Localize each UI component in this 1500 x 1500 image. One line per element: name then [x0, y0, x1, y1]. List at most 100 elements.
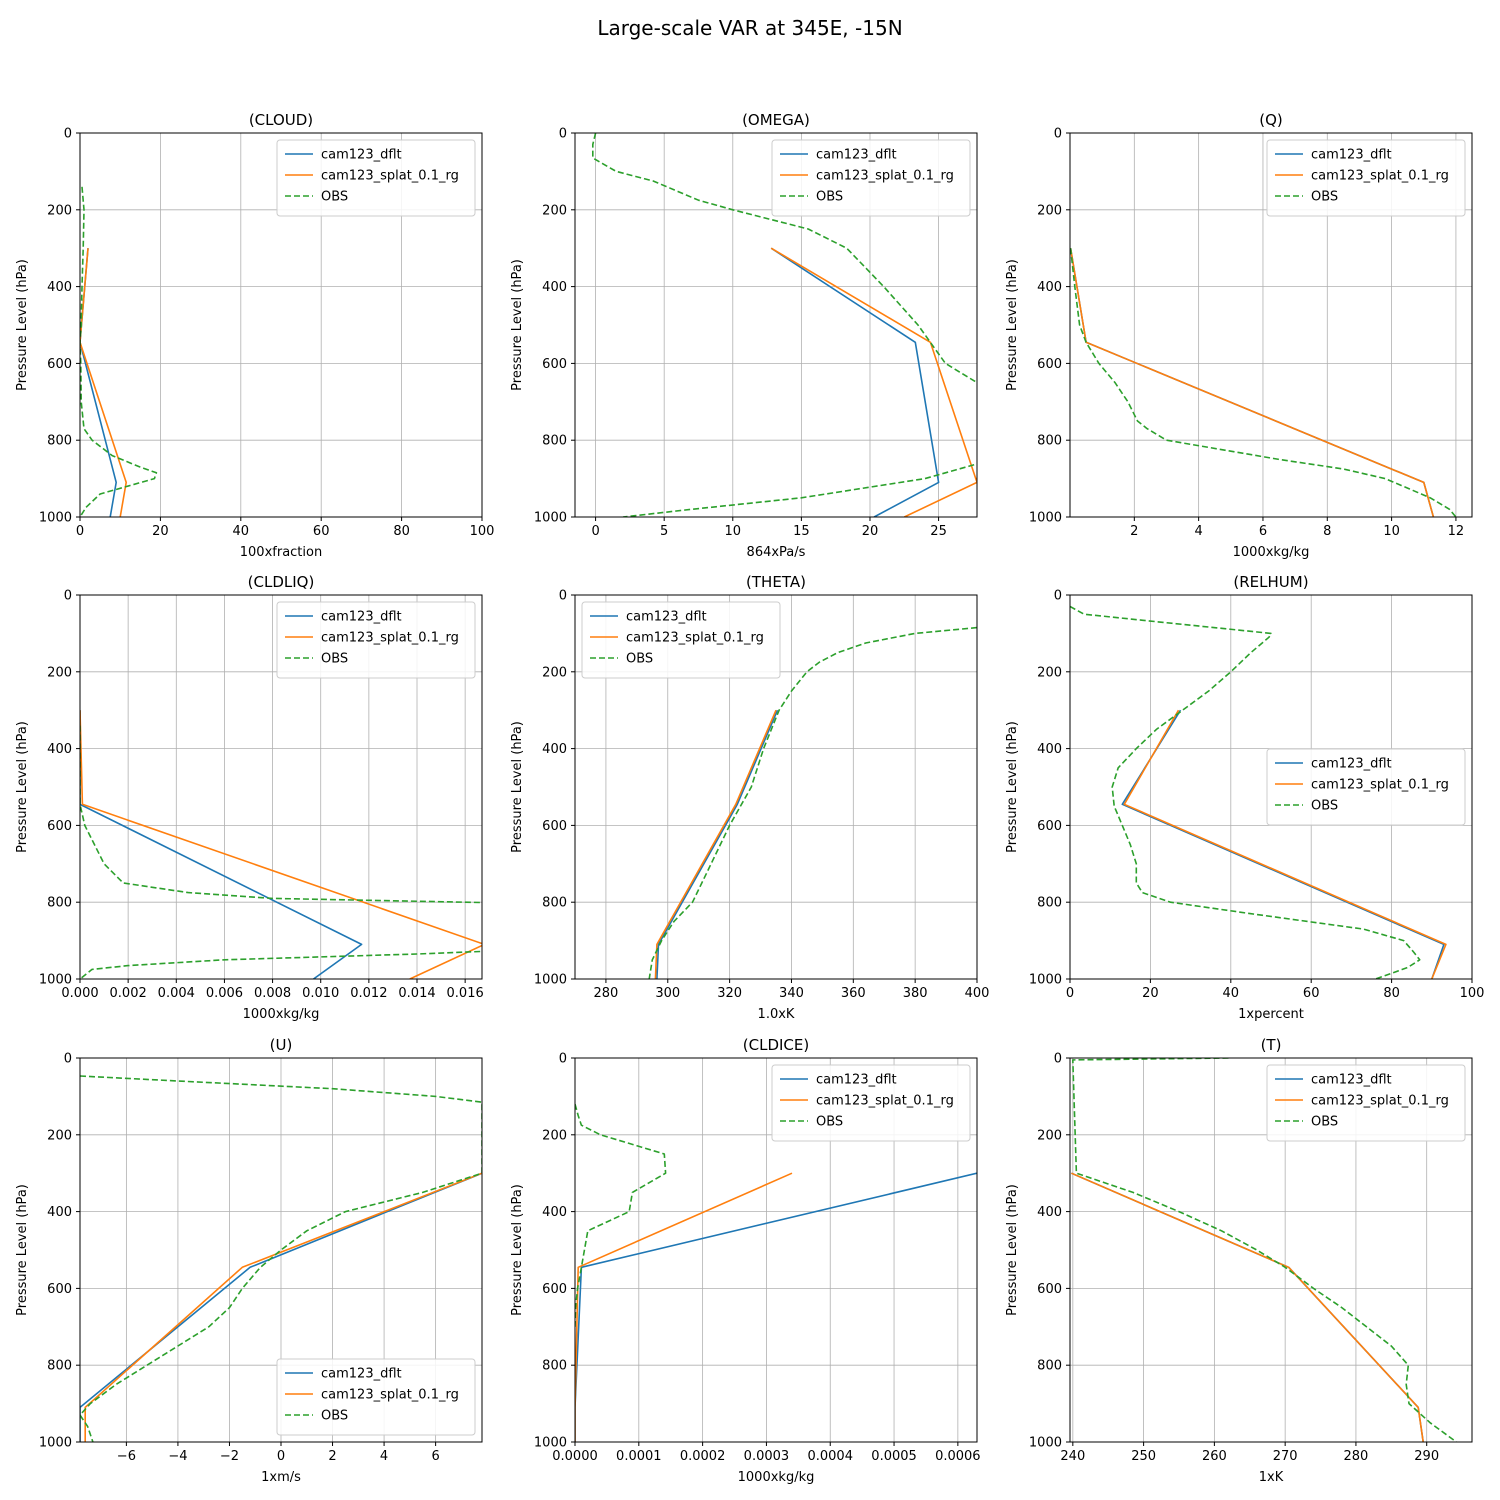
tick-label-y: 600: [542, 1282, 567, 1297]
y-axis-label: Pressure Level (hPa): [15, 1184, 30, 1316]
tick-label-x: 340: [779, 986, 804, 1001]
y-axis-label: Pressure Level (hPa): [510, 1184, 525, 1316]
tick-label-y: 1000: [39, 973, 72, 988]
tick-label-y: 0: [64, 127, 72, 142]
legend-label: OBS: [321, 652, 348, 667]
series-line-cam123-splat-0-1-rg: [1070, 248, 1435, 517]
legend-label: cam123_splat_0.1_rg: [816, 1094, 954, 1109]
legend: cam123_dflt cam123_splat_0.1_rg OBS: [771, 1064, 971, 1142]
tick-label-x: 380: [903, 986, 928, 1001]
tick-label-y: 600: [1037, 1282, 1062, 1297]
tick-label-y: 600: [47, 819, 72, 834]
tick-label-x: 0.002: [110, 986, 147, 1001]
tick-label-y: 200: [47, 1128, 72, 1143]
plot-area: [80, 186, 158, 517]
tick-label-y: 1000: [534, 1436, 567, 1451]
legend: cam123_dflt cam123_splat_0.1_rg OBS: [1266, 139, 1466, 217]
tick-label-x: 0.0003: [744, 1449, 790, 1464]
series-line-cam123-dflt: [80, 248, 117, 517]
x-axis-label: 1xm/s: [261, 1470, 301, 1485]
tick-label-y: 400: [47, 280, 72, 295]
tick-label-x: 10: [725, 524, 742, 539]
tick-label-x: 300: [655, 986, 680, 1001]
tick-label-y: 200: [542, 665, 567, 680]
series-line-obs: [1070, 605, 1421, 979]
series-line-cam123-splat-0-1-rg: [575, 1172, 793, 1442]
legend-label: cam123_dflt: [321, 610, 402, 625]
tick-label-x: 100: [470, 524, 495, 539]
series-line-cam123-splat-0-1-rg: [80, 248, 127, 517]
tick-label-x: 8: [1323, 524, 1331, 539]
legend-label: cam123_splat_0.1_rg: [321, 631, 459, 646]
tick-label-x: 400: [965, 986, 990, 1001]
tick-label-y: 1000: [1029, 1436, 1062, 1451]
tick-label-y: 0: [559, 589, 567, 604]
tick-label-y: 0: [1054, 589, 1062, 604]
tick-label-y: 400: [47, 1205, 72, 1220]
series-line-cam123-splat-0-1-rg: [80, 710, 482, 979]
tick-label-x: 0.008: [254, 986, 291, 1001]
legend-box: [581, 601, 781, 679]
panel-title: (CLOUD): [249, 111, 313, 129]
legend: cam123_dflt cam123_splat_0.1_rg OBS: [276, 139, 476, 217]
series-line-obs: [80, 186, 158, 517]
tick-label-x: 0.0006: [935, 1449, 981, 1464]
y-axis-label: Pressure Level (hPa): [15, 259, 30, 391]
legend-label: cam123_splat_0.1_rg: [321, 169, 459, 184]
series-line-obs: [1072, 1058, 1457, 1442]
series-line-cam123-dflt: [80, 1172, 482, 1442]
series-line-cam123-splat-0-1-rg: [1123, 709, 1447, 979]
series-line-obs: [648, 626, 977, 979]
panel-title: (OMEGA): [742, 111, 810, 129]
legend-label: OBS: [321, 1409, 348, 1424]
tick-label-y: 800: [47, 896, 72, 911]
legend-box: [276, 139, 476, 217]
tick-label-x: 250: [1131, 1449, 1156, 1464]
tick-label-x: 0: [591, 524, 599, 539]
axes-frame: [574, 132, 978, 518]
tick-label-x: 40: [1223, 986, 1240, 1001]
tick-label-x: 4: [380, 1449, 388, 1464]
legend: cam123_dflt cam123_splat_0.1_rg OBS: [276, 601, 476, 679]
legend-label: cam123_dflt: [1311, 1073, 1392, 1088]
tick-label-x: 20: [862, 524, 879, 539]
panel-cldice: 0.0000 0.0001 0.0002 0.0003 0.0004 0.0005 0.00…: [510, 1036, 981, 1485]
tick-label-y: 600: [542, 819, 567, 834]
y-axis-label: Pressure Level (hPa): [510, 259, 525, 391]
legend-label: cam123_splat_0.1_rg: [1311, 169, 1449, 184]
tick-label-x: 5: [660, 524, 668, 539]
x-axis-label: 1000xkg/kg: [243, 1007, 320, 1022]
tick-label-x: 360: [841, 986, 866, 1001]
legend: cam123_dflt cam123_splat_0.1_rg OBS: [581, 601, 781, 679]
tick-label-x: 25: [930, 524, 947, 539]
legend-label: cam123_splat_0.1_rg: [816, 169, 954, 184]
tick-label-x: 260: [1202, 1449, 1227, 1464]
tick-label-y: 600: [542, 357, 567, 372]
legend-label: OBS: [1311, 1115, 1338, 1130]
tick-label-x: −6: [117, 1449, 136, 1464]
y-axis-label: Pressure Level (hPa): [1005, 259, 1020, 391]
tick-label-y: 1000: [39, 1436, 72, 1451]
tick-label-x: 0.0005: [871, 1449, 917, 1464]
legend-box: [276, 1358, 476, 1436]
tick-label-x: 0.0001: [616, 1449, 662, 1464]
series-line-cam123-splat-0-1-rg: [84, 1172, 482, 1442]
axes-frame: [1069, 1057, 1473, 1443]
tick-label-y: 0: [64, 589, 72, 604]
legend-box: [1266, 1064, 1466, 1142]
legend-box: [276, 601, 476, 679]
tick-label-y: 1000: [1029, 511, 1062, 526]
tick-label-x: 4: [1194, 524, 1202, 539]
panel-cldliq: 0.000 0.002 0.004 0.006 0.008 0.010 0.012 0.014…: [15, 573, 484, 1022]
tick-label-x: 60: [1303, 986, 1320, 1001]
series-line-obs: [1070, 248, 1457, 517]
x-axis-label: 1000xkg/kg: [1233, 545, 1310, 560]
x-axis-label: 1.0xK: [758, 1007, 795, 1022]
legend-label: cam123_dflt: [816, 1073, 897, 1088]
plot-area: [80, 1075, 482, 1442]
tick-label-x: −2: [220, 1449, 239, 1464]
x-axis-label: 1000xkg/kg: [738, 1470, 815, 1485]
tick-label-x: 240: [1060, 1449, 1085, 1464]
tick-label-x: 15: [793, 524, 810, 539]
